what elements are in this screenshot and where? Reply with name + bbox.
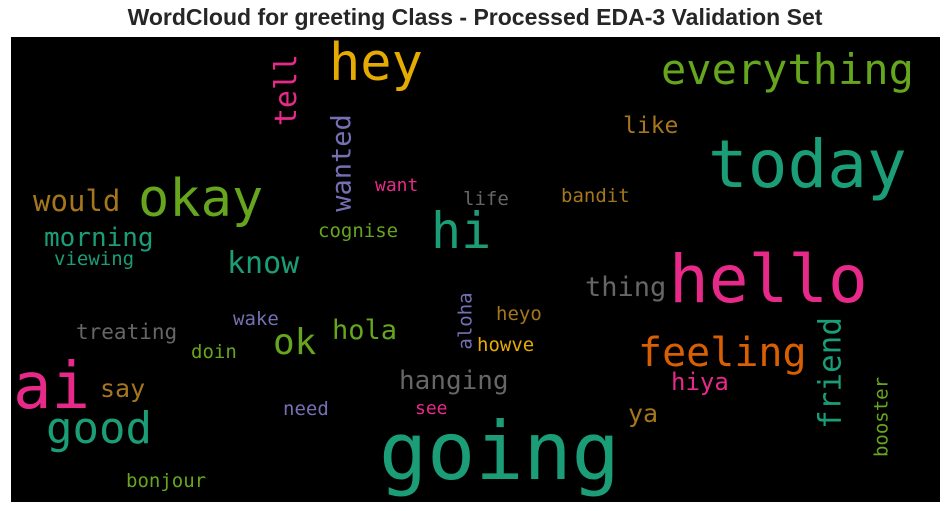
word-hanging: hanging (399, 366, 509, 396)
word-wanted: wanted (326, 114, 358, 212)
wordcloud-canvas: going hello today ai hey okay everything hi good… (11, 37, 940, 502)
word-friend: friend (812, 317, 849, 429)
word-cognise: cognise (318, 220, 399, 242)
word-see: see (415, 398, 448, 419)
word-hey: hey (329, 37, 423, 93)
word-hi: hi (431, 202, 492, 260)
word-need: need (283, 398, 329, 420)
word-good: good (46, 403, 152, 454)
word-howve: howve (477, 334, 535, 356)
word-ai: ai (13, 350, 91, 424)
word-morning: morning (44, 223, 154, 253)
word-life: life (463, 188, 509, 210)
word-ok: ok (273, 322, 317, 363)
word-okay: okay (138, 169, 264, 229)
word-doin: doin (191, 341, 237, 363)
word-tell: tell (269, 53, 304, 127)
word-aloha: aloha (454, 292, 477, 350)
word-thing: thing (585, 272, 667, 303)
word-say: say (100, 374, 146, 403)
word-like: like (623, 113, 679, 139)
word-wake: wake (233, 308, 279, 330)
word-viewing: viewing (54, 248, 135, 270)
word-know: know (227, 246, 300, 281)
word-bandit: bandit (561, 185, 630, 207)
word-today: today (708, 126, 907, 203)
word-everything: everything (661, 45, 914, 94)
word-ya: ya (628, 399, 659, 428)
word-booster: booster (870, 376, 893, 458)
word-hello: hello (669, 241, 868, 318)
word-going: going (379, 405, 620, 498)
word-heyo: heyo (496, 303, 542, 325)
word-would: would (33, 184, 121, 218)
word-hiya: hiya (671, 368, 729, 396)
word-want: want (375, 175, 419, 196)
word-bonjour: bonjour (126, 470, 207, 492)
word-hola: hola (332, 315, 398, 346)
chart-title: WordCloud for greeting Class - Processed… (127, 4, 823, 30)
word-feeling: feeling (638, 330, 807, 376)
word-treating: treating (76, 320, 178, 344)
